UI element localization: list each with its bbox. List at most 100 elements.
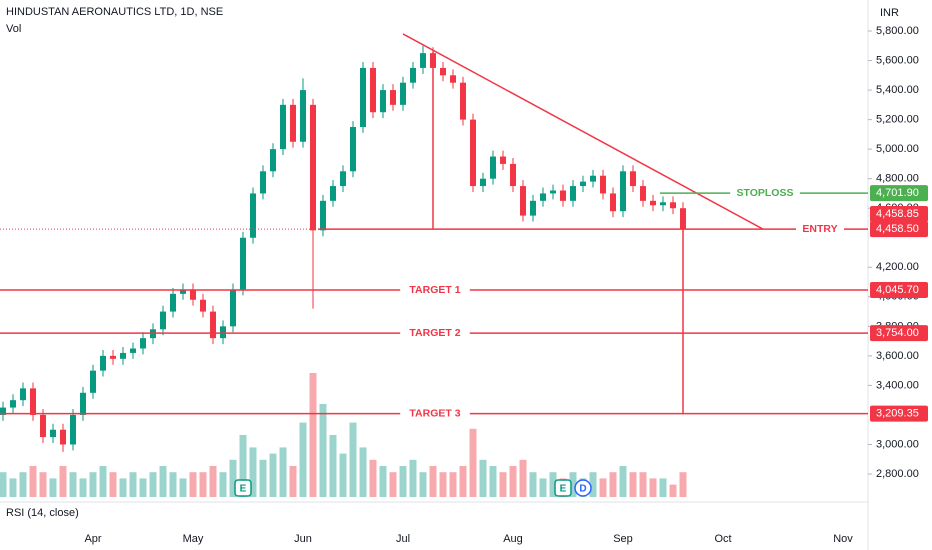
candle-body — [570, 186, 576, 201]
volume-bar — [259, 459, 267, 497]
candle-body — [50, 429, 56, 438]
level-price-label: 3,754.00 — [876, 327, 919, 339]
y-tick-label: 5,000.00 — [876, 143, 919, 155]
candle-body — [120, 352, 126, 359]
volume-bar — [129, 472, 137, 497]
candle-body — [350, 126, 356, 172]
y-tick-label: 2,800.00 — [876, 468, 919, 480]
candle-body — [110, 355, 116, 359]
candle-body — [190, 289, 196, 300]
level-price-label: 4,045.70 — [876, 284, 919, 296]
y-tick-label: 3,600.00 — [876, 350, 919, 362]
event-label: E — [560, 484, 567, 495]
volume-bar — [309, 373, 317, 497]
candle-body — [270, 149, 276, 172]
volume-bar — [109, 472, 117, 497]
level-price-box — [870, 185, 928, 202]
candle-body — [440, 67, 446, 76]
level-price-label: 3,209.35 — [876, 407, 919, 419]
x-tick-label: Aug — [503, 533, 523, 545]
x-tick-label: Sep — [613, 533, 633, 545]
volume-bar — [319, 404, 327, 497]
volume-bar — [529, 472, 537, 497]
candle-body — [660, 202, 666, 206]
candle-body — [650, 200, 656, 206]
candle-body — [70, 414, 76, 445]
level-text-bg — [400, 406, 470, 421]
candle-body — [510, 163, 516, 187]
event-label: E — [240, 484, 247, 495]
candle-body — [680, 208, 686, 230]
candle-body — [300, 90, 306, 142]
volume-bar — [429, 466, 437, 497]
volume-bar — [299, 422, 307, 497]
candle-body — [200, 299, 206, 312]
candle-body — [290, 104, 296, 142]
volume-bar — [509, 466, 517, 497]
candle-body — [480, 178, 486, 187]
candle-body — [400, 82, 406, 105]
volume-bar — [609, 472, 617, 497]
candle-body — [130, 348, 136, 353]
y-tick-label: 5,800.00 — [876, 25, 919, 37]
volume-bar — [389, 472, 397, 497]
candle-body — [520, 186, 526, 216]
candle-body — [10, 400, 16, 408]
level-text-bg — [730, 186, 800, 201]
candle-body — [610, 193, 616, 212]
y-tick-label: 3,000.00 — [876, 438, 919, 450]
volume-bar — [659, 478, 667, 497]
volume-bar — [539, 478, 547, 497]
candle-body — [390, 90, 396, 105]
volume-bar — [99, 466, 107, 497]
volume-bar — [679, 472, 687, 497]
candle-body — [310, 104, 316, 231]
last-price-label: 4,458.85 — [876, 208, 919, 220]
y-tick-label: 3,400.00 — [876, 379, 919, 391]
level-name: TARGET 1 — [409, 284, 460, 296]
x-tick-label: Jul — [396, 533, 410, 545]
candle-body — [640, 186, 646, 201]
event-label: D — [579, 484, 586, 495]
y-tick-label: 4,200.00 — [876, 261, 919, 273]
candle-body — [450, 75, 456, 83]
candle-body — [280, 104, 286, 150]
candle-body — [210, 311, 216, 339]
candle-body — [630, 171, 636, 187]
candle-body — [0, 407, 6, 415]
volume-bar — [59, 466, 67, 497]
volume-bar — [499, 472, 507, 497]
candle-body — [470, 119, 476, 187]
candle-body — [250, 193, 256, 238]
volume-bar — [549, 472, 557, 497]
volume-bar — [489, 466, 497, 497]
volume-bar — [29, 466, 37, 497]
currency: INR — [880, 7, 899, 19]
candle-body — [220, 326, 226, 339]
volume-bar — [279, 447, 287, 497]
candle-body — [410, 67, 416, 83]
volume-bar — [669, 484, 677, 497]
y-tick-label: 5,200.00 — [876, 114, 919, 126]
volume-bar — [329, 435, 337, 497]
candle-body — [370, 67, 376, 113]
x-tick-label: Oct — [714, 533, 731, 545]
level-text-bg — [400, 283, 470, 298]
volume-bar — [159, 466, 167, 497]
volume-bar — [599, 478, 607, 497]
x-tick-label: Apr — [84, 533, 101, 545]
volume-bar — [399, 466, 407, 497]
volume-bar — [149, 472, 157, 497]
candle-body — [170, 293, 176, 312]
volume-bar — [519, 459, 527, 497]
volume-bar — [269, 453, 277, 497]
candle-body — [460, 82, 466, 120]
volume-bar — [349, 422, 357, 497]
candle-body — [320, 200, 326, 231]
volume-bar — [649, 478, 657, 497]
candle-body — [160, 311, 166, 330]
volume-bar — [589, 472, 597, 497]
candle-body — [60, 429, 66, 445]
y-tick-label: 5,400.00 — [876, 84, 919, 96]
